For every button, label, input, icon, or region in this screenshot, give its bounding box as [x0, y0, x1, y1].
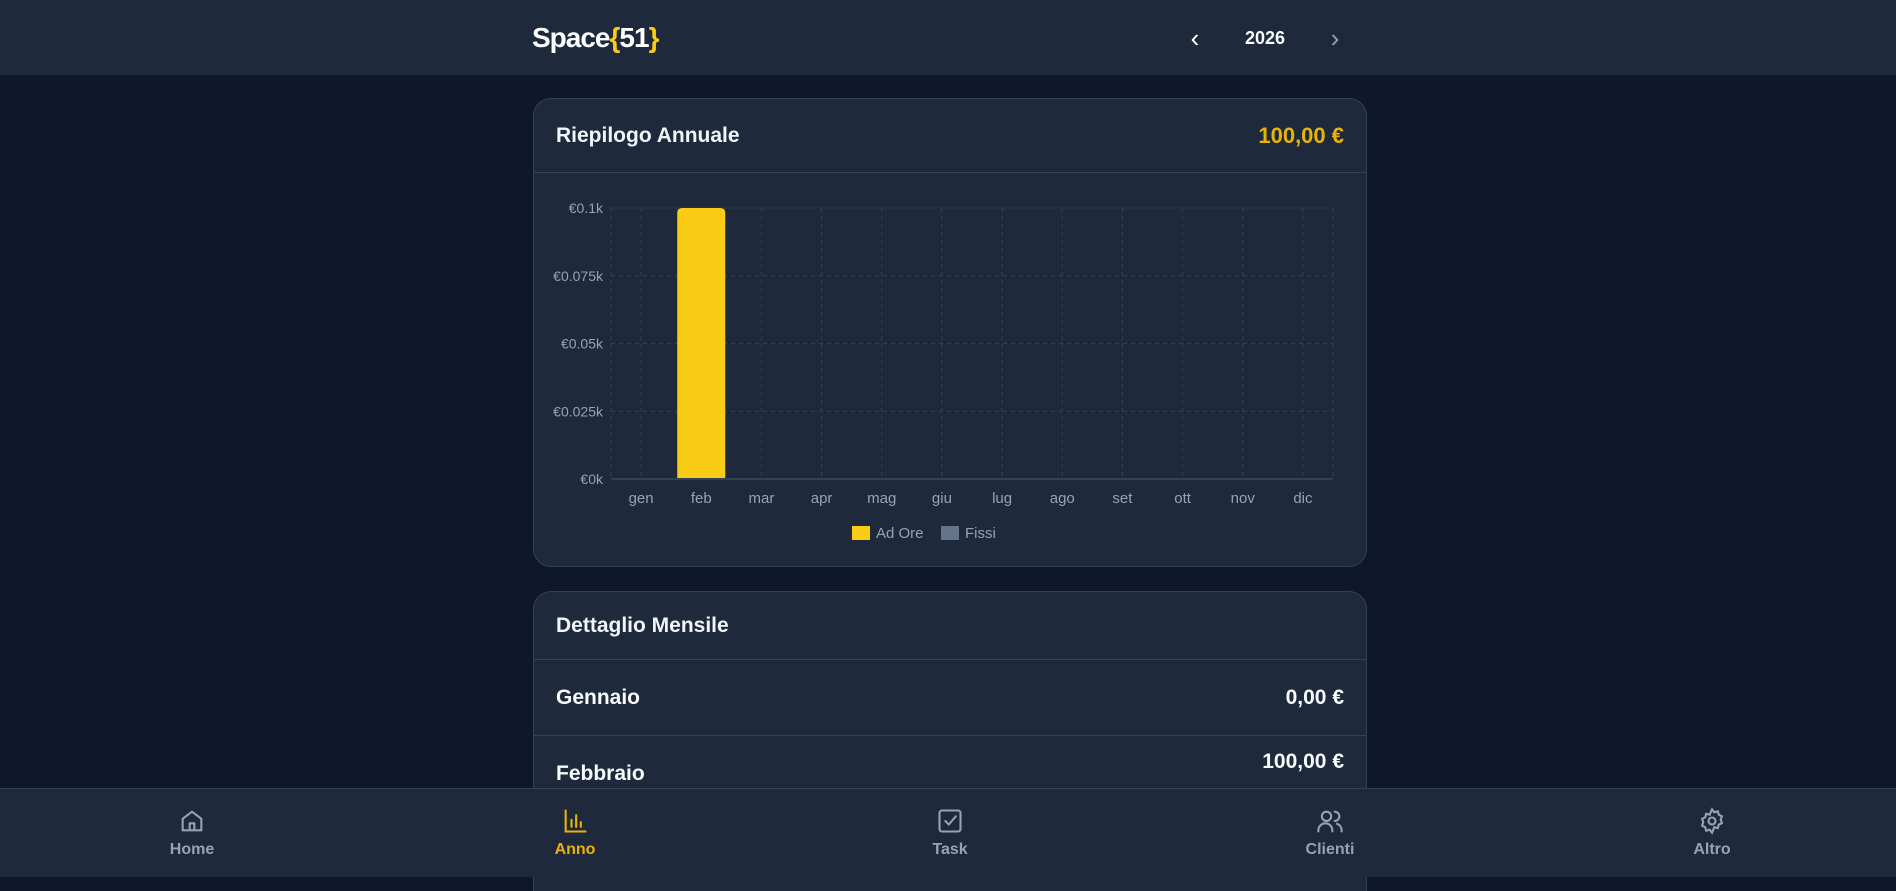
x-tick-label: mar: [748, 490, 774, 507]
annual-bar-chart: €0k €0.025k €0.05k €0.075k €0.1k gen feb mar apr…: [553, 200, 1334, 542]
y-tick-label: €0.075k: [553, 268, 604, 284]
x-tick-label: nov: [1231, 490, 1256, 507]
x-tick-label: giu: [932, 490, 952, 507]
nav-task[interactable]: Task: [890, 807, 1010, 859]
x-tick-label: feb: [691, 490, 712, 507]
x-tick-label: gen: [629, 490, 654, 507]
y-tick-label: €0k: [580, 471, 604, 487]
year-label: 2026: [1244, 27, 1286, 48]
home-icon: [181, 810, 203, 832]
nav-label: Anno: [554, 841, 596, 858]
gear-icon: [1700, 807, 1724, 835]
annual-total: 100,00 €: [1258, 122, 1344, 148]
month-name: Gennaio: [556, 685, 641, 709]
logo-brace: }: [648, 22, 660, 53]
x-tick-label: mag: [867, 490, 896, 507]
checkbox-icon: [938, 809, 962, 833]
nav-anno[interactable]: Anno: [515, 807, 635, 859]
y-tick-label: €0.025k: [553, 403, 604, 419]
x-tick-label: lug: [992, 490, 1012, 507]
month-amount: 100,00 €: [1262, 750, 1344, 773]
card-title: Riepilogo Annuale: [556, 123, 740, 147]
x-tick-label: set: [1112, 490, 1133, 507]
nav-home[interactable]: Home: [132, 807, 252, 859]
x-tick-label: ago: [1050, 490, 1075, 507]
legend-swatch: [852, 526, 870, 540]
chevron-left-icon[interactable]: ‹: [1190, 22, 1200, 53]
nav-clienti[interactable]: Clienti: [1270, 807, 1390, 859]
year-navigator: ‹ 2026 ›: [1180, 20, 1350, 56]
nav-label: Task: [932, 841, 968, 858]
legend-label: Fissi: [965, 525, 996, 542]
x-tick-label: ott: [1174, 490, 1192, 507]
card-header: Dettaglio Mensile: [534, 592, 1366, 660]
x-tick-label: dic: [1293, 490, 1313, 507]
nav-label: Home: [169, 841, 215, 858]
logo-brace: {: [609, 22, 621, 53]
y-tick-label: €0.1k: [569, 200, 604, 216]
logo-text: Space: [532, 22, 610, 53]
x-tick-label: apr: [811, 490, 833, 507]
nav-label: Altro: [1693, 841, 1731, 858]
legend-swatch: [941, 526, 959, 540]
month-amount: 0,00 €: [1285, 685, 1344, 709]
nav-altro[interactable]: Altro: [1652, 807, 1772, 859]
month-name: Febbraio: [556, 762, 645, 785]
bar-chart-icon: [564, 809, 587, 833]
legend-label: Ad Ore: [876, 525, 924, 542]
top-bar: Space{51} ‹ 2026 ›: [0, 0, 1896, 75]
logo: Space{51}: [532, 22, 660, 54]
card-header: Riepilogo Annuale 100,00 €: [534, 99, 1366, 173]
annual-summary-card: Riepilogo Annuale 100,00 € €0k €0.025k €0.…: [533, 98, 1367, 567]
users-icon: [1317, 810, 1343, 833]
y-tick-label: €0.05k: [561, 336, 604, 352]
nav-label: Clienti: [1305, 841, 1355, 858]
logo-number: 51: [619, 22, 649, 53]
bar-ad-ore: [677, 208, 726, 479]
chevron-right-icon[interactable]: ›: [1330, 22, 1340, 53]
month-row[interactable]: Gennaio 0,00 €: [534, 660, 1366, 736]
card-title: Dettaglio Mensile: [556, 613, 729, 637]
bottom-navigation: Home Anno Task Clienti Altro: [0, 788, 1896, 877]
